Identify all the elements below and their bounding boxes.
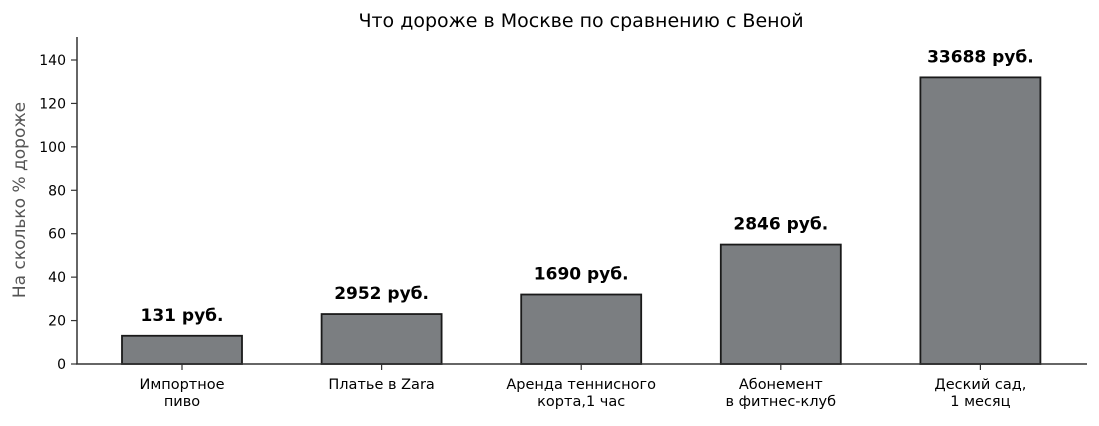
bar-value-label: 1690 руб. bbox=[534, 265, 629, 285]
x-tick-label: Платье в Zara bbox=[328, 377, 434, 393]
chart-title: Что дороже в Москве по сравнению с Веной bbox=[358, 10, 803, 32]
x-tick-label: корта,1 час bbox=[537, 394, 625, 410]
bar bbox=[919, 76, 1042, 365]
bar bbox=[121, 334, 243, 365]
bars: 131 руб. 2952 руб. 1690 руб. 2846 руб. 33688… bbox=[121, 47, 1042, 365]
y-axis-label: На сколько % дороже bbox=[10, 102, 30, 298]
y-tick-label: 0 bbox=[57, 357, 66, 373]
bar bbox=[520, 293, 643, 365]
y-axis-ticks: 0 20 40 60 80 100 120 140 bbox=[39, 53, 77, 373]
x-tick-label: Импортное bbox=[139, 377, 224, 393]
bar-value-label: 131 руб. bbox=[141, 306, 224, 326]
bar-value-label: 33688 руб. bbox=[927, 47, 1034, 67]
y-tick-label: 40 bbox=[48, 270, 66, 286]
x-tick-label: 1 месяц bbox=[950, 394, 1010, 410]
y-tick-label: 80 bbox=[48, 183, 66, 199]
x-tick-label: Абонемент bbox=[739, 377, 823, 393]
x-tick-label: Деский сад, bbox=[934, 377, 1026, 393]
bar bbox=[320, 313, 443, 365]
x-tick-label: в фитнес-клуб bbox=[726, 394, 837, 410]
x-tick-label: пиво bbox=[164, 394, 200, 410]
y-tick-label: 100 bbox=[39, 140, 66, 156]
y-tick-label: 20 bbox=[48, 314, 66, 330]
x-tick-label: Аренда теннисного bbox=[506, 377, 656, 393]
y-tick-label: 60 bbox=[48, 227, 66, 243]
y-tick-label: 120 bbox=[39, 96, 66, 112]
bar-value-label: 2952 руб. bbox=[334, 284, 429, 304]
bar bbox=[719, 243, 842, 365]
bar-value-label: 2846 руб. bbox=[733, 215, 828, 235]
y-tick-label: 140 bbox=[39, 53, 66, 69]
